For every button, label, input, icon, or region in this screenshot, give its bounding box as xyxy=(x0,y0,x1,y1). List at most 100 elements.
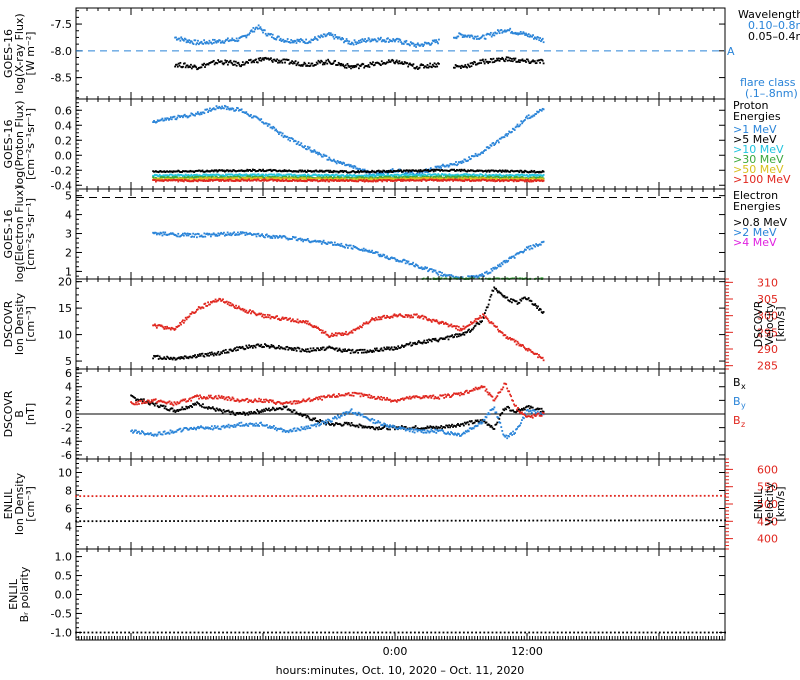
data-point xyxy=(524,178,526,181)
data-point xyxy=(270,170,273,173)
data-point xyxy=(535,243,538,245)
data-point xyxy=(444,169,447,172)
data-point xyxy=(415,263,417,266)
data-point xyxy=(262,178,264,181)
data-point xyxy=(219,232,222,235)
data-point xyxy=(168,178,171,181)
data-point xyxy=(391,168,394,170)
data-point xyxy=(234,234,237,236)
data-point xyxy=(370,177,373,180)
data-point xyxy=(247,179,250,181)
data-point xyxy=(359,65,362,68)
data-point xyxy=(261,169,264,172)
data-point xyxy=(155,326,158,329)
data-point xyxy=(415,175,418,178)
data-point xyxy=(511,169,513,172)
data-point xyxy=(478,153,481,156)
data-point xyxy=(297,170,300,173)
data-point xyxy=(166,234,168,236)
data-point xyxy=(323,63,326,66)
data-point xyxy=(341,350,344,353)
data-point xyxy=(437,273,440,276)
data-point xyxy=(194,174,196,176)
data-point xyxy=(156,354,159,357)
data-point xyxy=(514,176,517,179)
data-point xyxy=(540,109,543,112)
data-point xyxy=(502,295,505,298)
data-point xyxy=(160,177,163,180)
data-point xyxy=(233,60,235,63)
data-point xyxy=(194,170,196,173)
data-point xyxy=(472,326,475,329)
data-point xyxy=(454,176,456,179)
data-point xyxy=(236,170,238,172)
data-point xyxy=(208,177,210,180)
data-point xyxy=(229,177,232,180)
data-point xyxy=(255,170,258,173)
data-point xyxy=(323,241,326,244)
data-point xyxy=(388,175,391,178)
data-point xyxy=(379,171,382,174)
data-point xyxy=(526,175,529,178)
data-point xyxy=(424,179,427,181)
data-point xyxy=(511,301,513,304)
data-point xyxy=(439,177,442,180)
data-point xyxy=(325,34,328,37)
data-point xyxy=(196,174,199,177)
data-point xyxy=(483,275,485,277)
data-point xyxy=(471,328,474,331)
data-point xyxy=(390,346,393,349)
y-tick-label: 0.4 xyxy=(55,119,73,132)
data-point xyxy=(225,300,228,303)
data-point xyxy=(305,175,307,177)
data-point xyxy=(434,269,437,272)
data-point xyxy=(394,178,397,181)
data-point xyxy=(454,174,456,177)
data-point xyxy=(325,155,328,157)
data-point xyxy=(396,177,399,180)
data-point xyxy=(164,178,167,181)
data-point xyxy=(499,265,502,268)
data-point xyxy=(244,176,247,179)
data-point xyxy=(532,176,535,179)
data-point xyxy=(263,176,265,179)
data-point xyxy=(197,169,200,172)
data-point xyxy=(385,348,387,351)
data-point xyxy=(442,173,444,176)
data-point xyxy=(353,177,356,180)
data-point xyxy=(438,169,441,171)
data-point xyxy=(445,178,448,181)
data-point xyxy=(202,173,205,176)
data-point xyxy=(266,177,269,179)
data-point xyxy=(385,62,388,65)
data-point xyxy=(375,179,378,182)
data-point xyxy=(278,177,280,179)
data-point xyxy=(191,235,194,238)
data-point xyxy=(370,350,373,352)
right-y-axis-label-line: [km/s] xyxy=(774,306,787,341)
data-point xyxy=(197,39,199,42)
data-point xyxy=(417,340,420,342)
data-point xyxy=(203,303,206,305)
data-point xyxy=(307,65,309,67)
data-point xyxy=(291,180,293,182)
data-point xyxy=(365,179,368,181)
data-point xyxy=(240,232,243,235)
data-point xyxy=(456,178,458,181)
data-point xyxy=(333,176,336,179)
data-point xyxy=(462,161,465,164)
data-point xyxy=(393,179,396,182)
data-point xyxy=(499,137,502,140)
data-point xyxy=(530,174,533,176)
data-point xyxy=(248,169,250,171)
data-point xyxy=(305,177,307,179)
data-point xyxy=(298,179,301,182)
data-point xyxy=(264,316,267,319)
data-point xyxy=(226,59,228,62)
data-point xyxy=(181,234,183,236)
data-point xyxy=(184,232,187,235)
data-point xyxy=(291,176,293,178)
data-point xyxy=(484,169,487,172)
data-point xyxy=(529,171,532,174)
data-point xyxy=(436,180,439,182)
